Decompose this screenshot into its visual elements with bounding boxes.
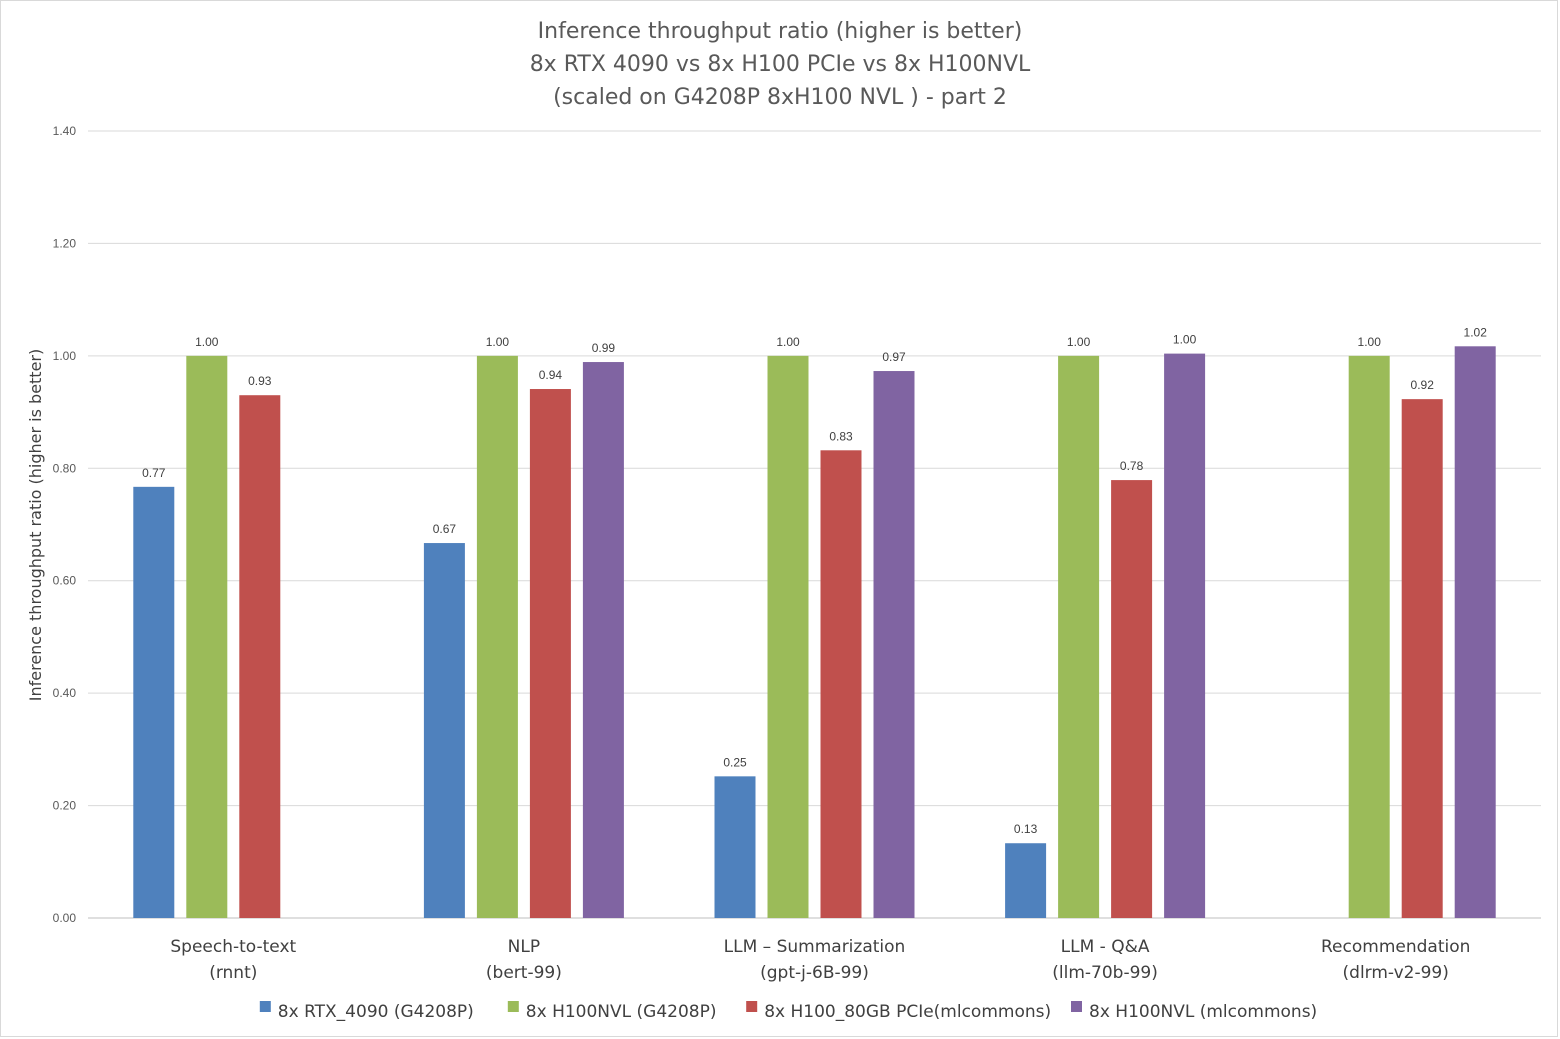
data-label: 1.02 (1464, 325, 1488, 339)
x-tick-label: NLP (508, 937, 540, 957)
y-axis-label: Inference throughput ratio (higher is be… (26, 349, 45, 701)
data-label: 1.00 (1358, 335, 1382, 349)
gridlines (88, 130, 1541, 919)
data-label: 0.93 (248, 374, 272, 388)
data-label: 1.00 (1067, 335, 1091, 349)
bar (1454, 346, 1496, 918)
data-label: 0.94 (539, 368, 563, 382)
data-label: 0.99 (592, 341, 616, 355)
data-label: 0.13 (1014, 822, 1038, 836)
bar (1005, 843, 1047, 918)
bar (186, 355, 228, 918)
y-tick-label: 0.40 (53, 686, 77, 700)
data-label: 1.00 (776, 335, 800, 349)
y-tick-label: 0.00 (53, 911, 77, 925)
data-label: 1.00 (1173, 333, 1197, 347)
chart-title-line-1: Inference throughput ratio (higher is be… (538, 19, 1023, 44)
bar (714, 776, 756, 918)
legend-swatch (746, 1001, 758, 1012)
bar (820, 450, 862, 918)
data-label: 0.97 (882, 350, 906, 364)
bar (1164, 353, 1206, 918)
data-label: 0.92 (1411, 378, 1435, 392)
bar (239, 395, 281, 918)
chart-title: Inference throughput ratio (higher is be… (530, 19, 1031, 110)
x-tick-label: LLM – Summarization (724, 937, 906, 957)
bar (1111, 480, 1153, 918)
bar (767, 355, 809, 918)
data-labels: 0.77 1.00 0.93 0.67 1.00 0.94 0.99 0.25 1.00 0.83… (142, 325, 1487, 836)
legend-swatch (1071, 1001, 1082, 1012)
bar (1348, 355, 1390, 918)
legend-swatch (507, 1001, 519, 1012)
x-tick-label: (bert-99) (486, 963, 562, 983)
x-axis-labels: Speech-to-text (rnnt) NLP (bert-99) LLM – Su… (170, 937, 1470, 983)
legend-entry: 8x RTX_4090 (G4208P) (278, 1002, 474, 1022)
y-tick-label: 0.20 (53, 799, 77, 813)
x-tick-label: LLM - Q&A (1061, 937, 1150, 957)
bar (529, 389, 571, 918)
chart-title-line-2: 8x RTX 4090 vs 8x H100 PCIe vs 8x H100NV… (530, 52, 1031, 77)
data-label: 1.00 (195, 335, 219, 349)
bar (133, 486, 175, 918)
bar (1401, 399, 1443, 918)
legend-entry: 8x H100_80GB PCIe(mlcommons) (764, 1002, 1051, 1022)
legend-swatch (259, 1001, 271, 1012)
x-tick-label: (rnnt) (209, 963, 257, 983)
data-label: 0.67 (433, 522, 457, 536)
x-tick-label: (dlrm-v2-99) (1343, 963, 1449, 983)
x-tick-label: (gpt-j-6B-99) (760, 963, 869, 983)
legend: 8x RTX_4090 (G4208P) 8x H100NVL (G4208P) 8… (259, 1001, 1317, 1022)
bar (423, 543, 465, 918)
bars (133, 346, 1496, 918)
y-tick-label: 1.00 (53, 349, 77, 363)
data-label: 0.83 (829, 429, 853, 443)
legend-entry: 8x H100NVL (mlcommons) (1089, 1002, 1317, 1022)
x-tick-label: (llm-70b-99) (1052, 963, 1158, 983)
y-tick-label: 1.40 (53, 124, 77, 138)
y-axis-ticks: 0.00 0.20 0.40 0.60 0.80 1.00 1.20 1.40 (53, 124, 77, 925)
x-tick-label: Speech-to-text (170, 937, 296, 957)
data-label: 0.77 (142, 466, 166, 480)
bar (873, 371, 915, 918)
data-label: 0.25 (723, 755, 747, 769)
y-tick-label: 0.80 (53, 461, 77, 475)
x-tick-label: Recommendation (1321, 937, 1470, 957)
legend-entry: 8x H100NVL (G4208P) (526, 1002, 717, 1022)
bar (1058, 355, 1100, 918)
bar (582, 362, 624, 918)
data-label: 1.00 (486, 335, 510, 349)
y-tick-label: 1.20 (53, 236, 77, 250)
y-tick-label: 0.60 (53, 574, 77, 588)
bar (476, 355, 518, 918)
chart-title-line-3: (scaled on G4208P 8xH100 NVL ) - part 2 (553, 85, 1007, 110)
data-label: 0.78 (1120, 459, 1144, 473)
